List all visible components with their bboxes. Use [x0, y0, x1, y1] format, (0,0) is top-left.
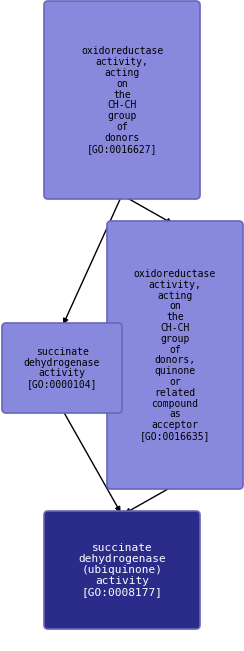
FancyBboxPatch shape	[44, 511, 200, 629]
FancyBboxPatch shape	[107, 221, 243, 489]
Text: succinate
dehydrogenase
(ubiquinone)
activity
[GO:0008177]: succinate dehydrogenase (ubiquinone) act…	[78, 544, 166, 596]
FancyBboxPatch shape	[44, 1, 200, 199]
FancyBboxPatch shape	[2, 323, 122, 413]
Text: oxidoreductase
activity,
acting
on
the
CH-CH
group
of
donors,
quinone
or
related: oxidoreductase activity, acting on the C…	[134, 269, 216, 441]
Text: oxidoreductase
activity,
acting
on
the
CH-CH
group
of
donors
[GO:0016627]: oxidoreductase activity, acting on the C…	[81, 46, 163, 154]
Text: succinate
dehydrogenase
activity
[GO:0000104]: succinate dehydrogenase activity [GO:000…	[24, 347, 100, 389]
